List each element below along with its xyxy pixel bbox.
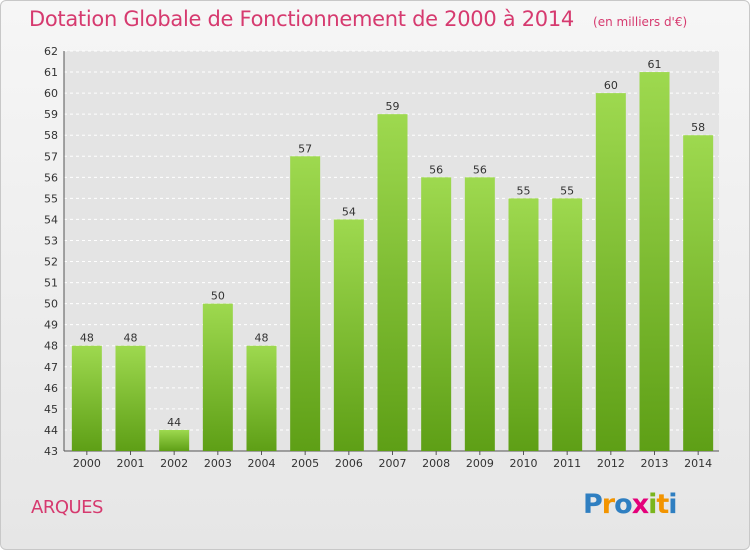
- x-tick-label: 2004: [248, 457, 276, 470]
- proxiti-logo[interactable]: Proxiti: [583, 489, 678, 520]
- x-tick-label: 2011: [553, 457, 581, 470]
- data-label: 48: [255, 332, 269, 345]
- y-tick-label: 59: [44, 108, 58, 121]
- bar: [595, 93, 626, 452]
- logo-letter: x: [631, 489, 649, 520]
- bar: [508, 198, 539, 451]
- logo-letter: i: [668, 489, 677, 520]
- bar: [290, 156, 321, 451]
- bar: [71, 345, 102, 451]
- bar: [639, 72, 670, 451]
- data-label: 57: [298, 142, 312, 155]
- y-tick-label: 43: [44, 445, 58, 458]
- bar: [421, 177, 452, 451]
- data-label: 54: [342, 205, 356, 218]
- bar: [115, 345, 146, 451]
- bar: [683, 135, 714, 452]
- y-tick-label: 55: [44, 192, 58, 205]
- y-tick-label: 47: [44, 361, 58, 374]
- x-tick-label: 2010: [510, 457, 538, 470]
- y-tick-label: 45: [44, 403, 58, 416]
- x-tick-label: 2000: [73, 457, 101, 470]
- x-tick-label: 2005: [291, 457, 319, 470]
- data-label: 50: [211, 290, 225, 303]
- chart-subtitle: (en milliers d'€): [593, 15, 688, 29]
- bar: [464, 177, 495, 451]
- y-tick-label: 52: [44, 256, 58, 269]
- y-tick-label: 50: [44, 298, 58, 311]
- x-tick-label: 2014: [684, 457, 712, 470]
- data-label: 48: [80, 332, 94, 345]
- x-tick-label: 2012: [597, 457, 625, 470]
- x-tick-label: 2009: [466, 457, 494, 470]
- logo-letter: o: [614, 489, 633, 520]
- logo-letter: r: [601, 489, 615, 520]
- x-tick-label: 2003: [204, 457, 232, 470]
- bar: [377, 114, 408, 451]
- title-row: Dotation Globale de Fonctionnement de 20…: [29, 7, 687, 31]
- bar: [159, 429, 190, 451]
- logo-letter: i: [648, 489, 657, 520]
- data-label: 55: [517, 184, 531, 197]
- logo-letter: t: [656, 489, 669, 520]
- data-label: 59: [386, 100, 400, 113]
- bar: [333, 219, 364, 451]
- y-tick-label: 58: [44, 129, 58, 142]
- data-label: 61: [648, 58, 662, 71]
- data-label: 44: [167, 416, 181, 429]
- y-tick-label: 61: [44, 66, 58, 79]
- y-tick-label: 57: [44, 150, 58, 163]
- x-tick-label: 2001: [117, 457, 145, 470]
- bar: [202, 303, 233, 451]
- y-tick-label: 48: [44, 340, 58, 353]
- chart-title: Dotation Globale de Fonctionnement de 20…: [29, 7, 574, 31]
- data-label: 56: [473, 163, 487, 176]
- y-tick-label: 53: [44, 234, 58, 247]
- x-tick-label: 2002: [160, 457, 188, 470]
- y-tick-label: 46: [44, 382, 58, 395]
- x-tick-label: 2013: [641, 457, 669, 470]
- data-label: 55: [560, 184, 574, 197]
- y-tick-label: 62: [44, 45, 58, 58]
- x-tick-label: 2006: [335, 457, 363, 470]
- y-tick-label: 49: [44, 319, 58, 332]
- y-tick-label: 56: [44, 171, 58, 184]
- y-tick-label: 51: [44, 277, 58, 290]
- y-tick-label: 54: [44, 213, 58, 226]
- data-label: 48: [124, 332, 138, 345]
- bar: [552, 198, 583, 451]
- x-tick-label: 2008: [422, 457, 450, 470]
- logo-letter: P: [583, 489, 603, 520]
- y-tick-label: 44: [44, 424, 58, 437]
- data-label: 58: [691, 121, 705, 134]
- place-name: ARQUES: [31, 497, 103, 518]
- bar: [246, 345, 277, 451]
- x-tick-label: 2007: [379, 457, 407, 470]
- data-label: 60: [604, 79, 618, 92]
- data-label: 56: [429, 163, 443, 176]
- y-tick-label: 60: [44, 87, 58, 100]
